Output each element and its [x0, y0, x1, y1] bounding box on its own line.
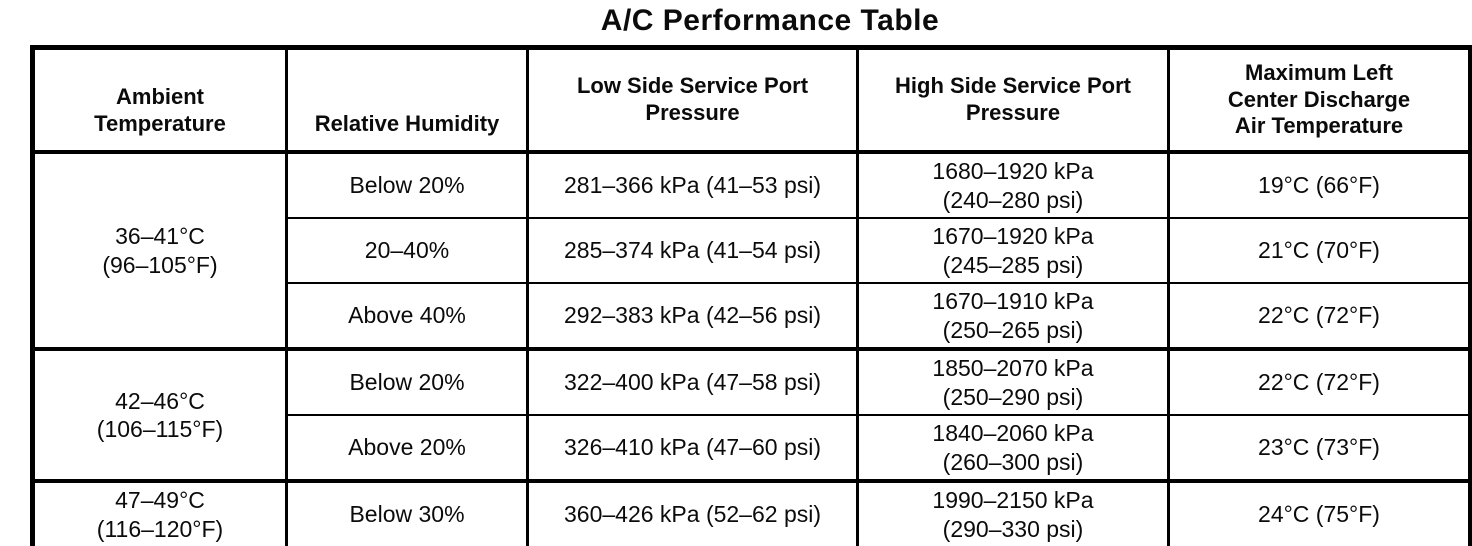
column-header-low-side-pressure: Low Side Service Port Pressure	[526, 46, 859, 154]
cell-high-side-pressure: 1990–2150 kPa (290–330 psi)	[856, 479, 1170, 546]
cell-relative-humidity: Above 40%	[285, 282, 529, 350]
cell-low-side-pressure: 285–374 kPa (41–54 psi)	[526, 217, 859, 284]
column-header-high-side-pressure: High Side Service Port Pressure	[856, 46, 1170, 154]
cell-low-side-pressure: 322–400 kPa (47–58 psi)	[526, 347, 859, 416]
cell-relative-humidity: Below 30%	[285, 479, 529, 546]
table-title: A/C Performance Table	[600, 4, 940, 37]
cell-max-discharge-temp: 22°C (72°F)	[1167, 347, 1472, 416]
table-row: Above 40% 292–383 kPa (42–56 psi) 1670–1…	[33, 282, 1472, 350]
cell-ambient-temperature: 47–49°C (116–120°F)	[31, 479, 288, 546]
table-row: 42–46°C (106–115°F) Below 20% 322–400 kP…	[31, 347, 1472, 482]
cell-max-discharge-temp: 21°C (70°F)	[1167, 217, 1472, 284]
column-header-max-discharge-temp: Maximum Left Center Discharge Air Temper…	[1167, 46, 1472, 154]
cell-relative-humidity: Below 20%	[285, 150, 529, 219]
cell-low-side-pressure: 281–366 kPa (41–53 psi)	[526, 150, 859, 219]
cell-max-discharge-temp: 19°C (66°F)	[1167, 150, 1472, 219]
cell-max-discharge-temp: 22°C (72°F)	[1167, 282, 1472, 350]
cell-high-side-pressure: 1670–1920 kPa (245–285 psi)	[856, 217, 1170, 284]
column-header-ambient-temperature: Ambient Temperature	[31, 46, 288, 154]
cell-high-side-pressure: 1840–2060 kPa (260–300 psi)	[856, 414, 1170, 482]
table-row: 36–41°C (96–105°F) Below 20% 281–366 kPa…	[31, 150, 1472, 350]
cell-low-side-pressure: 326–410 kPa (47–60 psi)	[526, 414, 859, 482]
cell-relative-humidity: Above 20%	[285, 414, 529, 482]
table-row: 20–40% 285–374 kPa (41–54 psi) 1670–1920…	[33, 217, 1472, 284]
cell-max-discharge-temp: 24°C (75°F)	[1167, 479, 1472, 546]
table-row: Above 20% 326–410 kPa (47–60 psi) 1840–2…	[33, 414, 1472, 482]
cell-low-side-pressure: 292–383 kPa (42–56 psi)	[526, 282, 859, 350]
cell-ambient-temperature: 36–41°C (96–105°F)	[31, 150, 288, 350]
ac-performance-table: Ambient Temperature Relative Humidity Lo…	[30, 45, 1472, 546]
table-row: 47–49°C (116–120°F) Below 30% 360–426 kP…	[31, 479, 1472, 546]
cell-high-side-pressure: 1850–2070 kPa (250–290 psi)	[856, 347, 1170, 416]
cell-ambient-temperature: 42–46°C (106–115°F)	[31, 347, 288, 482]
cell-high-side-pressure: 1680–1920 kPa (240–280 psi)	[856, 150, 1170, 219]
column-header-relative-humidity: Relative Humidity	[285, 46, 529, 154]
cell-relative-humidity: Below 20%	[285, 347, 529, 416]
cell-high-side-pressure: 1670–1910 kPa (250–265 psi)	[856, 282, 1170, 350]
cell-relative-humidity: 20–40%	[285, 217, 529, 284]
cell-max-discharge-temp: 23°C (73°F)	[1167, 414, 1472, 482]
cell-low-side-pressure: 360–426 kPa (52–62 psi)	[526, 479, 859, 546]
header-row: Ambient Temperature Relative Humidity Lo…	[31, 46, 1472, 154]
